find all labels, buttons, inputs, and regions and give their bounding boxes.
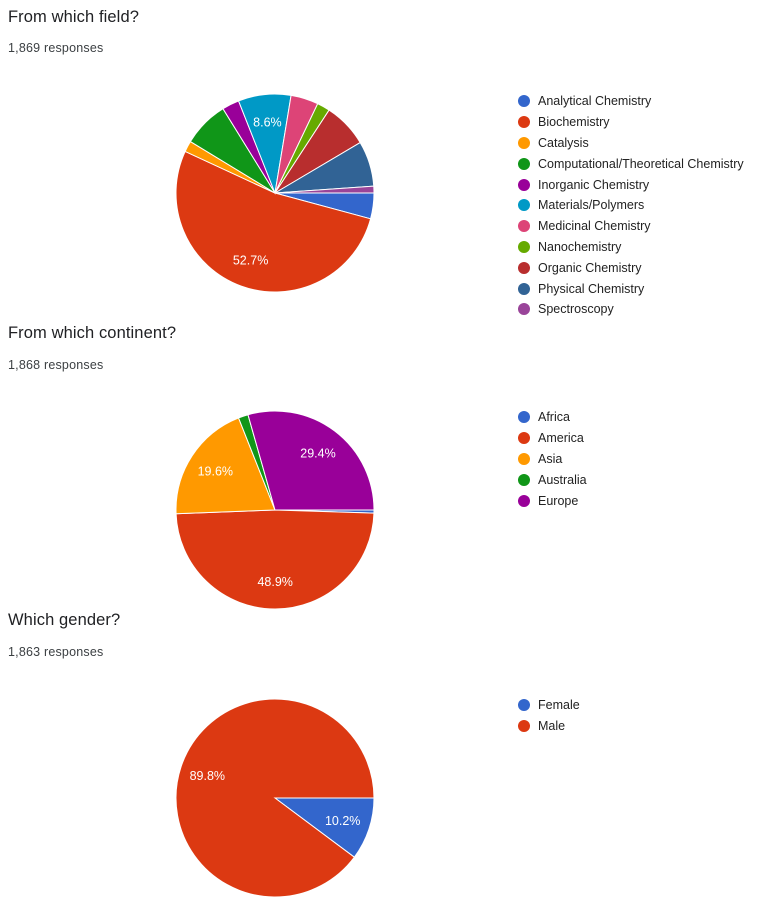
legend-label: Europe <box>538 493 579 508</box>
legend-label: Physical Chemistry <box>538 281 645 296</box>
legend-label: Asia <box>538 451 563 466</box>
legend-item[interactable]: Catalysis <box>518 133 744 154</box>
legend-item[interactable]: Materials/Polymers <box>518 195 744 216</box>
question-title: Which gender? <box>8 611 121 629</box>
slice-percent-label: 8.6% <box>253 116 282 130</box>
response-count: 1,868 responses <box>8 358 104 372</box>
slice-percent-label: 52.7% <box>233 254 268 268</box>
legend-item[interactable]: Organic Chemistry <box>518 257 744 278</box>
legend-label: Africa <box>538 410 570 425</box>
pie-slice[interactable] <box>175 509 375 610</box>
legend-dot-icon <box>518 199 530 212</box>
question-title: From which field? <box>8 8 139 26</box>
legend-label: Catalysis <box>538 135 589 150</box>
legend-item[interactable]: Nanochemistry <box>518 237 744 258</box>
legend-dot-icon <box>518 136 530 149</box>
legend-dot-icon <box>518 303 530 316</box>
legend-label: Female <box>538 698 580 713</box>
legend-label: Medicinal Chemistry <box>538 219 651 234</box>
slice-percent-label: 29.4% <box>300 447 335 461</box>
slice-percent-label: 19.6% <box>198 465 233 479</box>
legend-item[interactable]: Male <box>518 716 580 737</box>
legend-dot-icon <box>518 494 530 507</box>
legend-item[interactable]: Computational/Theoretical Chemistry <box>518 153 744 174</box>
legend-dot-icon <box>518 282 530 295</box>
legend-item[interactable]: Physical Chemistry <box>518 278 744 299</box>
legend-item[interactable]: Australia <box>518 469 587 490</box>
legend-label: Australia <box>538 472 587 487</box>
legend-label: Analytical Chemistry <box>538 94 652 109</box>
pie-chart[interactable]: 10.2% 89.8% <box>170 693 380 902</box>
legend-dot-icon <box>518 452 530 465</box>
legend-dot-icon <box>518 411 530 424</box>
legend-dot-icon <box>518 261 530 274</box>
pie-slice[interactable] <box>247 410 375 511</box>
legend-dot-icon <box>518 699 530 712</box>
legend-dot-icon <box>518 473 530 486</box>
pie-slice[interactable] <box>175 417 276 515</box>
legend-dot-icon <box>518 220 530 233</box>
question-field-section: From which field? 1,869 responses 52.7% 8… <box>0 0 768 320</box>
legend-item[interactable]: Analytical Chemistry <box>518 91 744 112</box>
pie-chart[interactable]: 48.9% 19.6% 29.4% <box>170 405 380 615</box>
legend-item[interactable]: Medicinal Chemistry <box>518 216 744 237</box>
legend-label: Materials/Polymers <box>538 198 645 213</box>
legend-item[interactable]: Inorganic Chemistry <box>518 174 744 195</box>
question-gender-section: Which gender? 1,863 responses 10.2% 89.8%… <box>0 607 768 902</box>
legend-dot-icon <box>518 116 530 129</box>
legend-dot-icon <box>518 178 530 191</box>
legend-dot-icon <box>518 95 530 108</box>
legend-label: Spectroscopy <box>538 302 614 317</box>
legend-label: Organic Chemistry <box>538 260 642 275</box>
slice-percent-label: 89.8% <box>190 769 225 783</box>
legend-label: Nanochemistry <box>538 239 622 254</box>
response-count: 1,863 responses <box>8 645 104 659</box>
question-continent-section: From which continent? 1,868 responses 48… <box>0 320 768 610</box>
slice-percent-label: 48.9% <box>257 575 292 589</box>
response-count: 1,869 responses <box>8 41 104 55</box>
legend-item[interactable]: Female <box>518 695 580 716</box>
legend-item[interactable]: Africa <box>518 407 587 428</box>
legend-label: Inorganic Chemistry <box>538 177 650 192</box>
legend-dot-icon <box>518 240 530 253</box>
chart-legend: Female Male <box>518 695 580 737</box>
legend-item[interactable]: Europe <box>518 490 587 511</box>
legend-item[interactable]: Asia <box>518 449 587 470</box>
legend-label: Computational/Theoretical Chemistry <box>538 156 744 171</box>
legend-dot-icon <box>518 432 530 445</box>
legend-dot-icon <box>518 720 530 733</box>
chart-legend: Africa America Asia Australia Europe <box>518 407 587 511</box>
legend-label: Biochemistry <box>538 115 610 130</box>
legend-item[interactable]: Spectroscopy <box>518 299 744 320</box>
pie-slice[interactable] <box>274 185 375 194</box>
legend-item[interactable]: Biochemistry <box>518 112 744 133</box>
pie-chart[interactable]: 52.7% 8.6% <box>170 88 380 298</box>
question-title: From which continent? <box>8 324 177 342</box>
legend-label: America <box>538 431 584 446</box>
legend-label: Male <box>538 719 566 734</box>
slice-percent-label: 10.2% <box>325 814 360 828</box>
pie-slice[interactable] <box>175 698 375 898</box>
legend-dot-icon <box>518 157 530 170</box>
legend-item[interactable]: America <box>518 428 587 449</box>
chart-legend: Analytical Chemistry Biochemistry Cataly… <box>518 91 744 320</box>
pie-slice[interactable] <box>175 150 372 293</box>
